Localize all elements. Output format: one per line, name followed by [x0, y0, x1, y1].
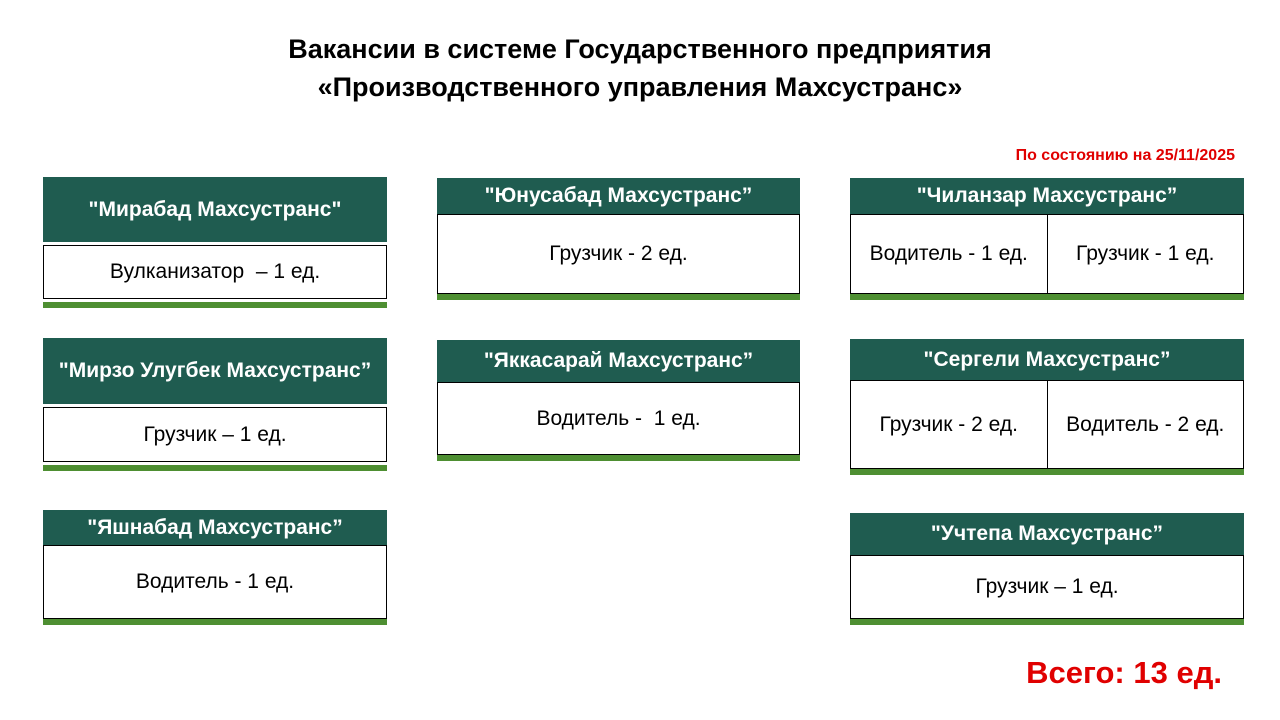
- vacancy-item: Грузчик - 2 ед.: [549, 242, 688, 265]
- accent-bar: [437, 455, 800, 461]
- accent-bar: [43, 302, 387, 308]
- card-body: Грузчик – 1 ед.: [850, 555, 1244, 619]
- accent-bar: [43, 465, 387, 471]
- vacancy-card: "Яккасарай Махсустранс” Водитель - 1 ед.: [437, 340, 800, 461]
- vacancy-card: "Сергели Махсустранс” Грузчик - 2 ед. Води…: [850, 339, 1244, 475]
- card-body: Водитель - 1 ед.: [437, 382, 800, 455]
- vacancy-item: Грузчик – 1 ед.: [975, 575, 1119, 598]
- vacancy-item: Вулканизатор – 1 ед.: [109, 260, 321, 283]
- vacancy-item: Водитель - 2 ед.: [1046, 381, 1244, 468]
- vacancy-item: Грузчик - 1 ед.: [1046, 215, 1244, 293]
- card-header: "Чиланзар Махсустранс”: [850, 178, 1244, 214]
- vacancy-item: Водитель - 1 ед.: [135, 570, 295, 593]
- title-line-1: Вакансии в системе Государственного пред…: [288, 34, 992, 64]
- card-body: Вулканизатор – 1 ед.: [43, 245, 387, 299]
- card-header: "Яккасарай Махсустранс”: [437, 340, 800, 382]
- accent-bar: [850, 294, 1244, 300]
- accent-bar: [850, 469, 1244, 475]
- vacancy-card: "Мирабад Махсустранс" Вулканизатор – 1 ед…: [43, 177, 387, 308]
- card-header: "Сергели Махсустранс”: [850, 339, 1244, 380]
- vacancy-card: "Учтепа Махсустранс” Грузчик – 1 ед.: [850, 513, 1244, 625]
- card-header: "Учтепа Махсустранс”: [850, 513, 1244, 555]
- page-title: Вакансии в системе Государственного пред…: [0, 30, 1280, 106]
- vacancy-card: "Чиланзар Махсустранс” Водитель - 1 ед. Гр…: [850, 178, 1244, 300]
- title-line-2: «Производственного управления Махсустран…: [317, 72, 963, 102]
- accent-bar: [43, 619, 387, 625]
- card-body: Грузчик – 1 ед.: [43, 407, 387, 462]
- vacancy-card: "Яшнабад Махсустранс” Водитель - 1 ед.: [43, 510, 387, 625]
- total-count: Всего: 13 ед.: [1026, 655, 1222, 690]
- card-body: Грузчик - 2 ед. Водитель - 2 ед.: [850, 380, 1244, 469]
- card-body: Водитель - 1 ед. Грузчик - 1 ед.: [850, 214, 1244, 294]
- vacancy-card: "Мирзо Улугбек Махсустранс” Грузчик – 1 е…: [43, 338, 387, 471]
- accent-bar: [850, 619, 1244, 625]
- card-body: Грузчик - 2 ед.: [437, 214, 800, 294]
- card-header: "Мирабад Махсустранс": [43, 177, 387, 242]
- vacancy-item: Водитель - 1 ед.: [869, 242, 1028, 265]
- card-body: Водитель - 1 ед.: [43, 545, 387, 619]
- card-header: "Яшнабад Махсустранс”: [43, 510, 387, 545]
- vacancy-card: "Юнусабад Махсустранс” Грузчик - 2 ед.: [437, 178, 800, 300]
- vacancy-item: Водитель - 1 ед.: [536, 406, 701, 430]
- vacancy-item: Грузчик - 2 ед.: [879, 412, 1018, 436]
- as-of-date: По состоянию на 25/11/2025: [1015, 147, 1235, 164]
- accent-bar: [437, 294, 800, 300]
- card-header: "Юнусабад Махсустранс”: [437, 178, 800, 214]
- vacancy-item: Грузчик – 1 ед.: [143, 422, 287, 446]
- card-header: "Мирзо Улугбек Махсустранс”: [43, 338, 387, 404]
